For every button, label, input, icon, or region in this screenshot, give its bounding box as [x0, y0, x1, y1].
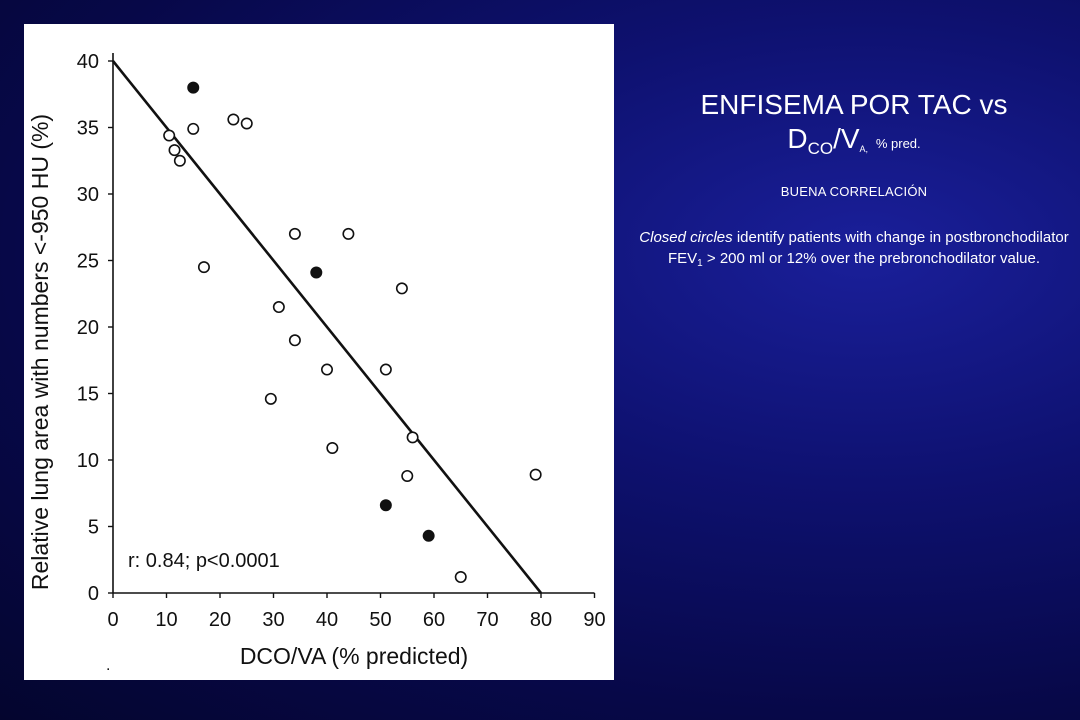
desc-fev-sub: 1: [697, 258, 703, 269]
data-point-open: [288, 334, 301, 347]
data-point-open: [240, 117, 253, 130]
x-tick-label: 60: [423, 609, 445, 631]
data-point-open: [326, 442, 339, 455]
desc-part1: identify patients with change in postbro…: [667, 229, 1069, 267]
slide-description: Closed circles identify patients with ch…: [628, 227, 1080, 274]
data-point-open: [288, 227, 301, 240]
data-point-open: [454, 571, 467, 584]
data-point-open: [406, 431, 419, 444]
x-tick-label: 90: [583, 609, 605, 631]
desc-part2: > 200 ml or 12% over the prebronchodilat…: [702, 250, 1041, 267]
x-tick-label: 80: [530, 609, 552, 631]
x-tick-label: 70: [476, 609, 498, 631]
x-tick-label: 40: [316, 609, 338, 631]
data-point-open: [395, 282, 408, 295]
x-tick-label: 30: [262, 609, 284, 631]
x-tick-label: 0: [107, 609, 118, 631]
data-point-open: [320, 363, 333, 376]
data-point-filled: [187, 81, 200, 94]
title-pred: % pred.: [875, 136, 921, 151]
regression-line-path: [111, 60, 543, 594]
data-point-open: [401, 469, 414, 482]
data-point-open: [227, 113, 240, 126]
regression-line: [111, 60, 543, 594]
y-tick-label: 0: [88, 583, 99, 605]
y-tick-label: 25: [77, 251, 99, 273]
data-point-open: [264, 392, 277, 405]
title-v: /V: [833, 123, 860, 154]
slide-title-formula: DCO/VA, % pred.: [628, 122, 1080, 166]
x-tick-label: 20: [209, 609, 231, 631]
stray-dot: .: [106, 657, 110, 674]
data-point-filled: [310, 266, 323, 279]
x-tick-label: 10: [155, 609, 177, 631]
chart-panel: 0 5 10 15 20 25 30 35 40 0 10 20 30 40 50 60 70 80 90 r: 0…: [24, 24, 614, 680]
x-axis-label: DCO/VA (% predicted): [240, 643, 468, 669]
data-point-open: [173, 154, 186, 167]
y-tick-label: 5: [88, 517, 99, 539]
title-d: D: [787, 123, 808, 154]
y-axis-label: Relative lung area with numbers <-950 HU…: [27, 114, 53, 590]
data-point-open: [379, 363, 392, 376]
data-point-open: [272, 301, 285, 314]
slide-title: ENFISEMA POR TAC vs: [700, 89, 1008, 120]
slide-subtitle: BUENA CORRELACIÓN: [780, 184, 928, 199]
y-tick-label: 40: [77, 51, 99, 73]
data-point-open: [197, 261, 210, 274]
data-point-open: [529, 468, 542, 481]
data-point-open: [342, 227, 355, 240]
slide-text: ENFISEMA POR TAC vs DCO/VA, % pred. BUEN…: [628, 88, 1080, 274]
chart-ticks: 0 5 10 15 20 25 30 35 40 0 10 20 30 40 50 60 70 80 90: [77, 51, 606, 631]
data-point-filled: [422, 529, 435, 542]
y-tick-label: 30: [77, 184, 99, 206]
x-tick-label: 50: [369, 609, 391, 631]
data-point-open: [187, 122, 200, 135]
title-a: A,: [859, 144, 869, 154]
y-tick-label: 10: [77, 450, 99, 472]
data-point-open: [168, 144, 181, 157]
y-tick-label: 35: [77, 118, 99, 140]
desc-italic: Closed circles: [639, 229, 733, 246]
y-tick-label: 15: [77, 384, 99, 406]
correlation-annotation: r: 0.84; p<0.0001: [128, 550, 280, 572]
y-tick-label: 20: [77, 317, 99, 339]
chart-axes: [112, 53, 595, 594]
title-co: CO: [807, 139, 834, 158]
data-point-open: [163, 129, 176, 142]
data-points: [163, 81, 542, 584]
data-point-filled: [379, 499, 392, 512]
scatter-chart: 0 5 10 15 20 25 30 35 40 0 10 20 30 40 50 60 70 80 90 r: 0…: [27, 51, 606, 674]
